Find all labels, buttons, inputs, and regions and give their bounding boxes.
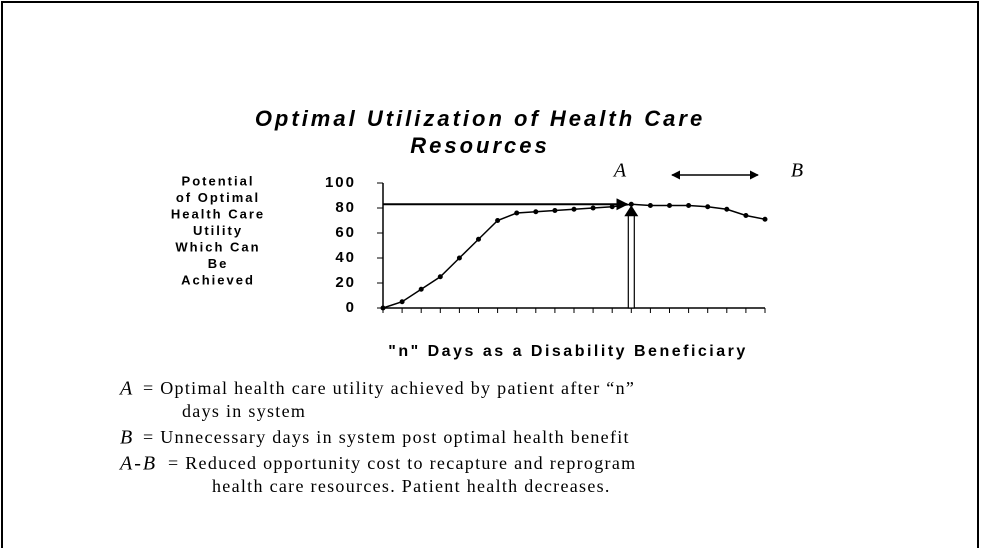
point (571, 206, 577, 212)
y-tick-label: 100 (325, 174, 356, 191)
point (667, 203, 672, 208)
line (382, 203, 766, 309)
y-tick-label: 0 (346, 299, 356, 316)
point (686, 203, 692, 208)
annotation: B (791, 160, 803, 182)
point (437, 274, 443, 280)
definition-text: = Reduced opportunity cost to recapture … (168, 453, 636, 473)
y-tick-label: 40 (335, 249, 356, 266)
point (724, 206, 730, 212)
point (705, 204, 711, 210)
point (418, 286, 424, 292)
y-tick-label: 80 (335, 199, 356, 216)
definition-term: A-B (118, 453, 157, 475)
y-axis-label: Which Can (175, 239, 260, 254)
y-axis-label: Potential (182, 173, 255, 188)
point (380, 305, 386, 311)
x-axis-label: "n" Days as a Disability Beneficiary (388, 343, 748, 360)
point (476, 236, 481, 242)
point (590, 205, 596, 211)
point (514, 210, 520, 216)
y-axis-label: Health Care (171, 206, 265, 221)
y-axis-label: Achieved (181, 272, 255, 287)
chart-title: Optimal Utilization of Health Care (255, 106, 705, 131)
definition-text: = Optimal health care utility achieved b… (143, 378, 635, 398)
point (495, 218, 501, 223)
optimum-arrow-head (624, 205, 639, 217)
point (533, 209, 539, 215)
point (456, 255, 462, 261)
definition-text: = Unnecessary days in system post optima… (143, 427, 630, 447)
optimum-arrow-v (627, 211, 635, 309)
chart-title: Resources (410, 133, 550, 158)
y-tick-label: 20 (335, 274, 356, 291)
y-tick-label: 60 (335, 224, 356, 241)
definition-text: days in system (182, 401, 306, 421)
annotation: A (612, 160, 627, 182)
point (743, 213, 749, 218)
definition-text: health care resources. Patient health de… (212, 476, 611, 496)
y-axis-label: Utility (193, 223, 243, 238)
point (762, 216, 768, 222)
point (552, 208, 558, 213)
definition-term: A (118, 378, 134, 400)
point (399, 299, 405, 305)
y-axis-label: of Optimal (176, 190, 260, 205)
y-axis-label: Be (208, 256, 229, 271)
definition-term: B (120, 427, 134, 449)
point (628, 201, 634, 207)
point (609, 204, 615, 210)
point (647, 203, 653, 208)
